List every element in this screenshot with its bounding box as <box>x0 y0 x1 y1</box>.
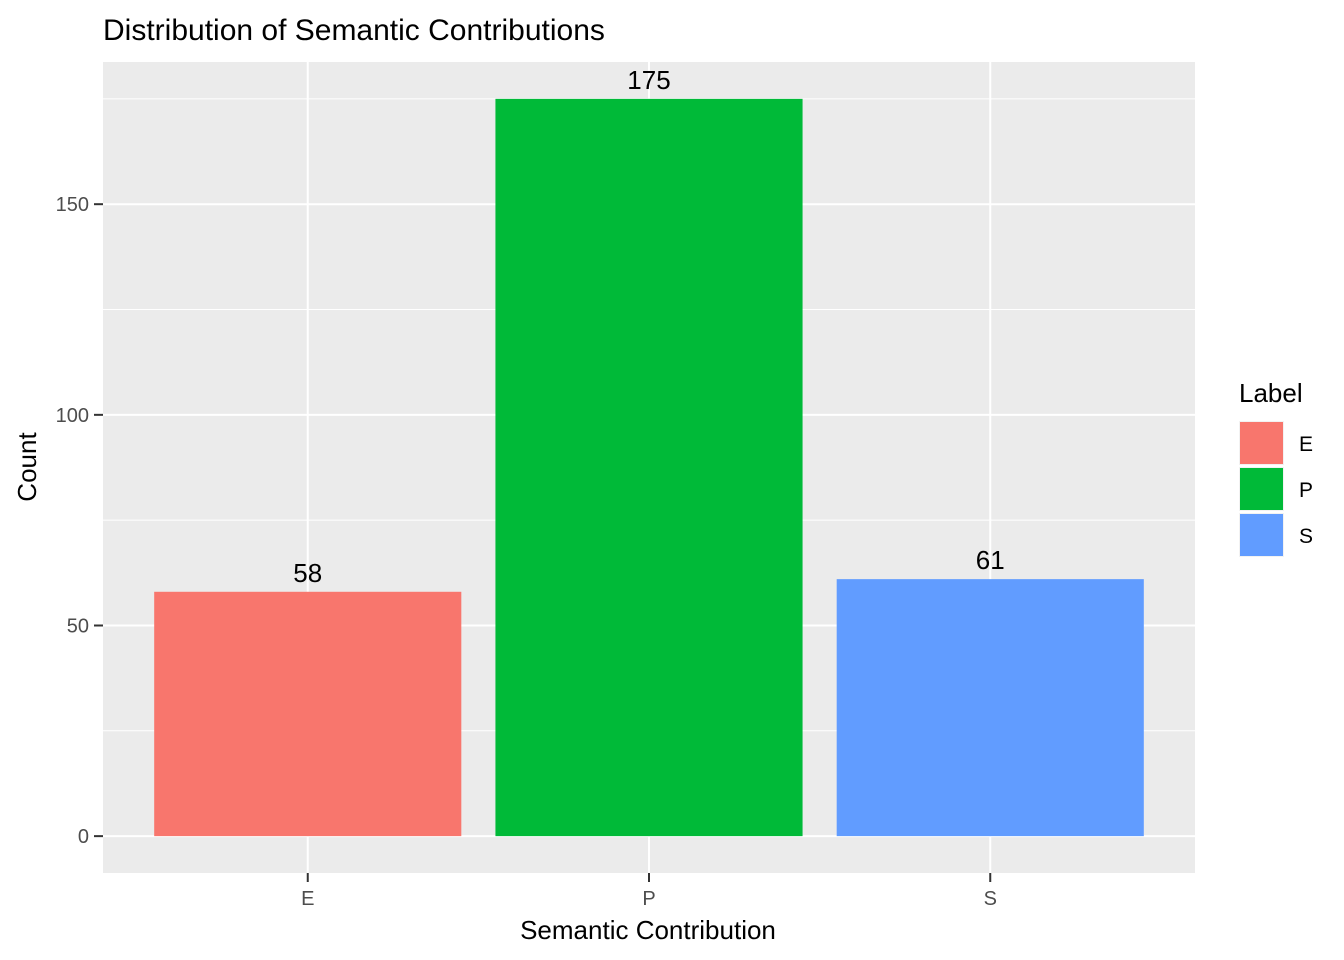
y-axis: 0 50 100 150 <box>56 194 103 848</box>
y-tick-label: 100 <box>56 405 89 427</box>
chart-title: Distribution of Semantic Contributions <box>103 14 605 47</box>
y-tick-label: 50 <box>67 615 89 637</box>
bar-data-labels: 58 175 61 <box>293 65 1004 588</box>
bar-s <box>836 579 1144 837</box>
x-tick-label: P <box>642 888 655 910</box>
bars <box>154 98 1144 837</box>
legend-label-s: S <box>1299 525 1313 548</box>
y-tick-label: 0 <box>78 826 89 848</box>
legend-label-p: P <box>1299 479 1313 502</box>
legend: Label EPS <box>1239 378 1313 557</box>
bar-label-e: 58 <box>293 558 322 588</box>
legend-swatch-p <box>1240 468 1283 510</box>
bar-e <box>154 591 462 837</box>
y-tick-label: 150 <box>56 194 89 216</box>
x-tick-label: S <box>984 888 997 910</box>
legend-title: Label <box>1239 378 1303 408</box>
legend-label-e: E <box>1299 433 1313 456</box>
x-axis-title: Semantic Contribution <box>520 915 776 945</box>
legend-swatch-s <box>1240 514 1283 556</box>
bar-label-p: 175 <box>627 65 670 95</box>
legend-swatch-e <box>1240 422 1283 464</box>
x-tick-label: E <box>301 888 314 910</box>
bar-label-s: 61 <box>976 545 1005 575</box>
bar-p <box>495 98 803 837</box>
y-axis-title: Count <box>12 432 42 502</box>
